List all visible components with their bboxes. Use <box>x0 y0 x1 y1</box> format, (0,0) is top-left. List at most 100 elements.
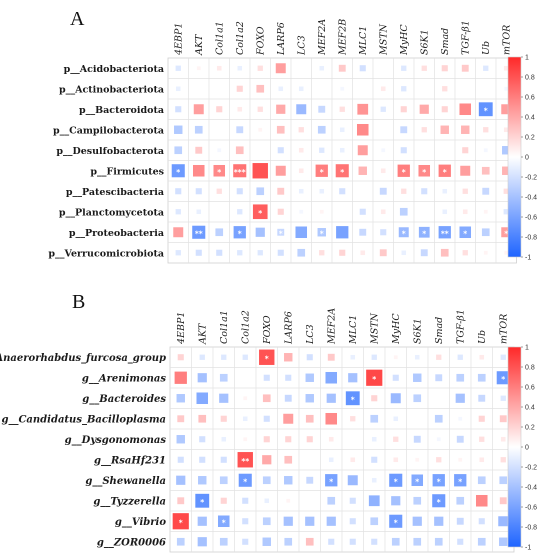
panel-a-cell <box>256 84 265 93</box>
panel-b-cell <box>479 354 485 360</box>
panel-a-column-label: MyHC <box>399 24 410 56</box>
panel-b-cell <box>262 394 271 403</box>
panel-a-cell <box>459 103 472 116</box>
panel-b-row-label: g__Anaerorhabdus_furcosa_group <box>0 353 166 364</box>
panel-a-cell <box>195 146 203 154</box>
panel-b-cell <box>392 374 399 381</box>
panel-a-cell <box>380 106 386 112</box>
panel-a-cell <box>217 128 221 132</box>
panel-b-cell <box>500 395 506 401</box>
panel-a-cell <box>359 228 367 236</box>
panel-b-column-label: AKT <box>197 323 208 345</box>
panel-a-colorbar-tick-label: 0.6 <box>525 95 535 102</box>
panel-a-cell <box>483 65 489 71</box>
panel-a-cell <box>357 103 369 115</box>
panel-a-cell <box>418 164 431 177</box>
panel-b: B 4EBP1 AKT Col1a1 Col1a2 FOXO LARP6 LC3 MEF2A ML… <box>0 291 537 553</box>
panel-b-cell <box>389 514 403 528</box>
panel-b-cell <box>345 391 360 406</box>
panel-a-cell <box>422 148 426 152</box>
panel-a-cell <box>336 226 349 239</box>
panel-b-cell <box>456 496 465 505</box>
panel-a-cell <box>216 65 222 71</box>
panel-b-cell <box>393 457 399 463</box>
panel-a-cell <box>401 250 407 256</box>
panel-a-cell <box>173 227 184 238</box>
panel-a-significance-mark: * <box>402 168 406 177</box>
panel-a-cell <box>482 187 490 195</box>
panel-b-cell <box>479 457 485 463</box>
panel-a-cell <box>196 209 202 215</box>
panel-b-significance-mark: * <box>372 375 376 384</box>
panel-b-cell <box>434 516 444 526</box>
panel-a-cell <box>275 63 286 74</box>
panel-b-column-label: S6K1 <box>412 318 423 344</box>
panel-b-cell <box>370 414 379 423</box>
panel-a-cell <box>298 147 304 153</box>
panel-b-column-label: Ub <box>477 330 488 344</box>
panel-a-colorbar-tick-label: -0.4 <box>525 195 537 202</box>
panel-b-cell <box>415 457 420 462</box>
panel-b-cell <box>262 455 272 465</box>
panel-a-cell <box>501 104 512 115</box>
panel-a-cell <box>357 145 368 156</box>
panel-b-cell <box>242 416 248 422</box>
panel-a-significance-mark: ** <box>441 229 449 238</box>
panel-b-cell <box>237 452 253 468</box>
panel-b-cell <box>197 373 207 383</box>
panel-b-column-label: MEF2A <box>326 308 337 345</box>
panel-a-cell <box>380 209 386 215</box>
panel-a-cell <box>483 148 488 153</box>
panel-a-significance-mark: * <box>504 229 508 238</box>
panel-a-cell <box>361 87 365 91</box>
panel-b-column-label: FOXO <box>262 315 273 345</box>
panel-a-cell <box>297 248 306 257</box>
panel-a-cell <box>462 209 468 215</box>
panel-a-cell <box>235 146 244 155</box>
panel-b-cell <box>475 494 488 507</box>
panel-a-cell <box>335 164 349 178</box>
panel-a-cell <box>420 249 428 257</box>
panel-b-cell <box>198 476 207 485</box>
panel-a-cell <box>397 164 410 177</box>
panel-a-cell <box>421 127 427 133</box>
panel-a-cell <box>299 66 303 70</box>
panel-a-cell <box>478 102 493 117</box>
panel-a-cell <box>257 250 263 256</box>
panel-a-cell <box>296 104 307 115</box>
panel-b-cell <box>437 396 441 400</box>
panel-a-significance-mark: * <box>463 229 467 238</box>
panel-b-cell <box>498 516 509 527</box>
panel-b-row-label: g__Shewanella <box>85 476 166 487</box>
panel-b-cell <box>264 498 270 504</box>
panel-a-cell <box>174 125 183 134</box>
panel-b-cell <box>391 537 400 546</box>
panel-b-cell <box>242 354 248 360</box>
panel-b-row-label: g__Dysgonomonas <box>65 435 167 446</box>
panel-b-cell <box>326 516 336 526</box>
panel-b-cell <box>455 393 465 403</box>
panel-a-cell <box>318 105 326 113</box>
panel-b-cell <box>325 412 338 425</box>
panel-a-cell <box>319 250 325 256</box>
panel-a-cell <box>339 188 346 195</box>
panel-b-cell <box>238 473 252 487</box>
panel-a-cell <box>319 209 324 214</box>
panel-a-cell <box>339 127 345 133</box>
panel-a-cell <box>320 87 324 91</box>
panel-a-significance-mark: * <box>320 168 324 177</box>
panel-a-cell <box>462 250 468 256</box>
panel-a-row-label: p__Acidobacteriota <box>64 64 164 75</box>
panel-a-cell <box>197 87 201 91</box>
panel-b-cell <box>177 354 184 361</box>
panel-b-cell <box>458 416 463 421</box>
panel-b-column-label: LARP6 <box>283 311 294 345</box>
panel-b-colorbar-tick-label: -0.4 <box>525 485 537 492</box>
panel-a-cell <box>421 65 427 71</box>
panel-b-cell <box>391 496 401 506</box>
panel-a-significance-mark: * <box>176 168 180 177</box>
panel-b-significance-mark: * <box>265 354 269 363</box>
panel-a-cell <box>258 148 262 152</box>
panel-b-cell <box>371 354 377 360</box>
